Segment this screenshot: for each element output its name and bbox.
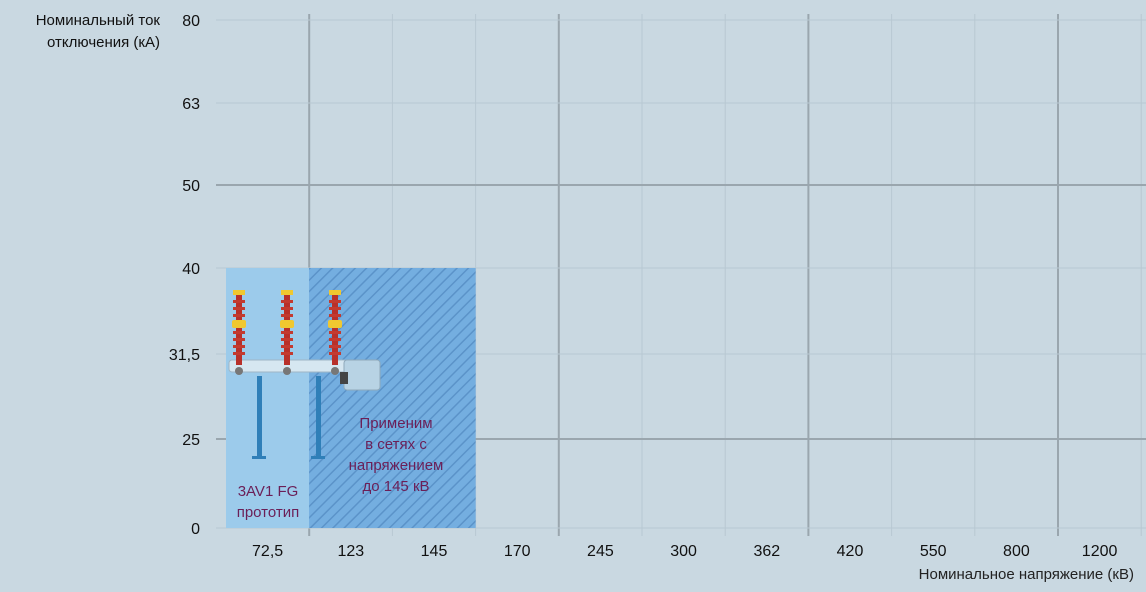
applicable-label-line-3: напряжением	[348, 457, 444, 474]
pole-1	[232, 290, 246, 375]
tick-labels: 72,5 123 145 170 245 300 362 420 550 800 1200 0 25 31…	[169, 13, 1118, 560]
y-axis-title-line-2: отключения (кА)	[47, 34, 160, 51]
x-tick-label: 123	[337, 543, 364, 560]
y-tick-label: 0	[191, 521, 200, 538]
x-tick-label: 170	[504, 543, 531, 560]
prototype-label-line-1: 3AV1 FG	[237, 483, 299, 500]
breaker-illustration	[228, 290, 381, 459]
y-tick-label: 63	[182, 96, 200, 113]
x-tick-label: 145	[421, 543, 448, 560]
x-tick-label: 1200	[1082, 543, 1118, 560]
y-tick-label: 31,5	[169, 347, 200, 364]
applicable-region-label: Применим в сетях с напряжением до 145 кВ	[330, 413, 462, 497]
x-tick-label: 362	[753, 543, 780, 560]
applicable-label-line-2: в сетях с	[365, 436, 427, 453]
y-axis-title: Номинальный ток отключения (кА)	[0, 10, 160, 54]
y-tick-label: 40	[182, 261, 200, 278]
prototype-label-line-2: прототип	[236, 504, 300, 521]
y-axis-title-line-1: Номинальный ток	[35, 12, 160, 29]
applicable-label-line-1: Применим	[359, 415, 433, 432]
pole-2	[280, 290, 294, 375]
applicable-label-line-4: до 145 кВ	[362, 478, 430, 495]
x-tick-label: 420	[837, 543, 864, 560]
x-tick-label: 550	[920, 543, 947, 560]
x-axis-title: Номинальное напряжение (кВ)	[918, 566, 1134, 583]
y-tick-label: 25	[182, 432, 200, 449]
pole-3	[328, 290, 342, 375]
y-tick-label: 50	[182, 178, 200, 195]
prototype-region-label: 3AV1 FG прототип	[226, 481, 310, 523]
x-tick-label: 800	[1003, 543, 1030, 560]
y-tick-label: 80	[182, 13, 200, 30]
x-tick-label: 245	[587, 543, 614, 560]
x-tick-label: 300	[670, 543, 697, 560]
x-tick-label: 72,5	[252, 543, 283, 560]
